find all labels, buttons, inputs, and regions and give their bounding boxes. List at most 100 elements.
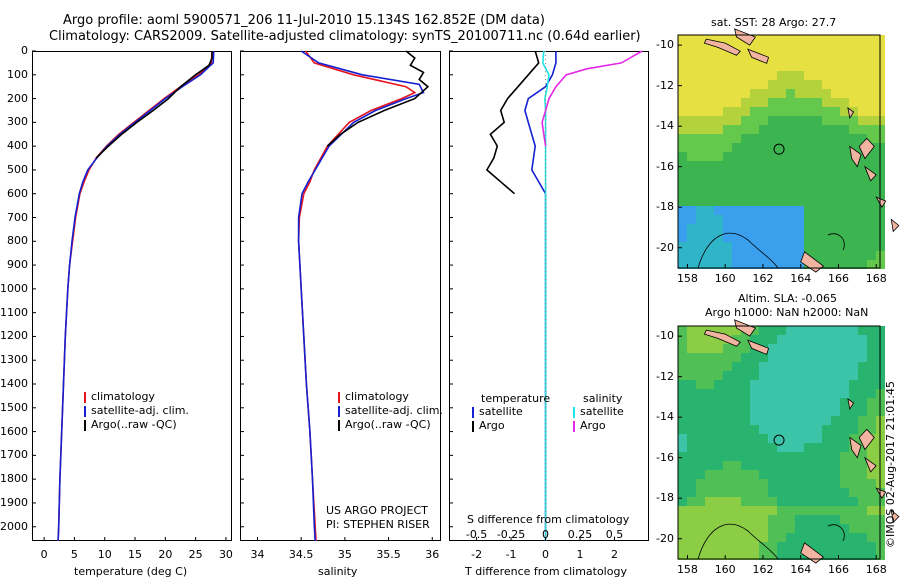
map-field-cell <box>831 134 840 143</box>
map-field-cell <box>678 44 687 53</box>
map-field-cell <box>858 407 867 416</box>
map-field-cell <box>714 197 723 206</box>
map-field-cell <box>741 371 750 380</box>
island-shape <box>864 456 877 473</box>
map-field-cell <box>831 362 840 371</box>
map-lat-tick-label: -14 <box>656 119 674 133</box>
map-field-cell <box>813 116 822 125</box>
map-field-cell <box>768 371 777 380</box>
map-field-cell <box>705 62 714 71</box>
map-field-cell <box>840 116 849 125</box>
map-field-cell <box>777 161 786 170</box>
map-field-cell <box>804 380 813 389</box>
map-field-cell <box>732 143 741 152</box>
map-field-cell <box>714 260 723 269</box>
map-field-cell <box>723 260 732 269</box>
map-field-cell <box>804 497 813 506</box>
map-field-cell <box>705 134 714 143</box>
map-field-cell <box>867 371 876 380</box>
map-field-cell <box>687 134 696 143</box>
map-field-cell <box>840 107 849 116</box>
map-field-cell <box>786 134 795 143</box>
map-field-cell <box>813 161 822 170</box>
x-tick-label: 10 <box>97 548 112 561</box>
map-field-cell <box>786 362 795 371</box>
map-field-cell <box>849 233 858 242</box>
map-field-cell <box>714 80 723 89</box>
map-field-cell <box>723 416 732 425</box>
map-field-cell <box>840 215 849 224</box>
map-field-cell <box>768 542 777 551</box>
map-field-cell <box>858 188 867 197</box>
map-field-cell <box>840 353 849 362</box>
map-field-cell <box>741 452 750 461</box>
map-field-cell <box>696 353 705 362</box>
depth-tick-label: 1800 <box>0 472 28 486</box>
map-field-cell <box>768 344 777 353</box>
map-field-cell <box>858 551 867 560</box>
map-field-cell <box>795 524 804 533</box>
map-field-cell <box>741 524 750 533</box>
map-field-cell <box>696 71 705 80</box>
map-field-cell <box>759 326 768 335</box>
map-field-cell <box>804 134 813 143</box>
map-field-cell <box>858 224 867 233</box>
map-field-cell <box>822 116 831 125</box>
map-field-cell <box>858 242 867 251</box>
map-field-cell <box>741 224 750 233</box>
map-field-cell <box>750 389 759 398</box>
map-field-cell <box>777 452 786 461</box>
map-field-cell <box>804 125 813 134</box>
map-field-cell <box>813 524 822 533</box>
map-field-cell <box>705 224 714 233</box>
map-field-cell <box>840 515 849 524</box>
map-field-cell <box>696 89 705 98</box>
map-field-cell <box>750 479 759 488</box>
map-field-cell <box>759 470 768 479</box>
map-field-cell <box>732 470 741 479</box>
chart-title-line1: Argo profile: aoml 5900571_206 11-Jul-20… <box>63 13 545 28</box>
depth-tick-label: 1100 <box>0 305 28 319</box>
map-field-cell <box>867 134 876 143</box>
map-field-cell <box>705 233 714 242</box>
map-field-cell <box>858 470 867 479</box>
map-field-cell <box>777 44 786 53</box>
map-field-cell <box>759 62 768 71</box>
map-field-cell <box>867 197 876 206</box>
map-field-cell <box>813 152 822 161</box>
legend-sal-satellite: satellite-adj. clim. <box>338 404 443 417</box>
map-field-cell <box>813 398 822 407</box>
map-field-cell <box>831 452 840 461</box>
map-field-cell <box>867 215 876 224</box>
island-shape <box>875 487 887 499</box>
map-field-cell <box>822 524 831 533</box>
map-field-cell <box>705 362 714 371</box>
map-field-cell <box>822 425 831 434</box>
map-field-cell <box>795 344 804 353</box>
island-shape <box>890 218 900 233</box>
map-field-cell <box>723 524 732 533</box>
map-field-cell <box>678 143 687 152</box>
map-field-cell <box>687 224 696 233</box>
map-field-cell <box>678 443 687 452</box>
map-field-cell <box>786 533 795 542</box>
legend-diff-sal-title: salinity <box>583 392 623 405</box>
map-field-cell <box>678 188 687 197</box>
map-field-cell <box>759 107 768 116</box>
map-field-cell <box>786 515 795 524</box>
map-field-cell <box>732 488 741 497</box>
depth-tick-label: 1200 <box>0 329 28 343</box>
map-field-cell <box>768 98 777 107</box>
map-field-cell <box>849 161 858 170</box>
map-field-cell <box>750 134 759 143</box>
map-field-cell <box>714 506 723 515</box>
map-field-cell <box>804 107 813 116</box>
map-field-cell <box>741 335 750 344</box>
map-field-cell <box>867 515 876 524</box>
map-field-cell <box>840 380 849 389</box>
map-field-cell <box>723 362 732 371</box>
map-field-cell <box>759 443 768 452</box>
map-field-cell <box>840 80 849 89</box>
legend-swatch <box>84 419 86 431</box>
